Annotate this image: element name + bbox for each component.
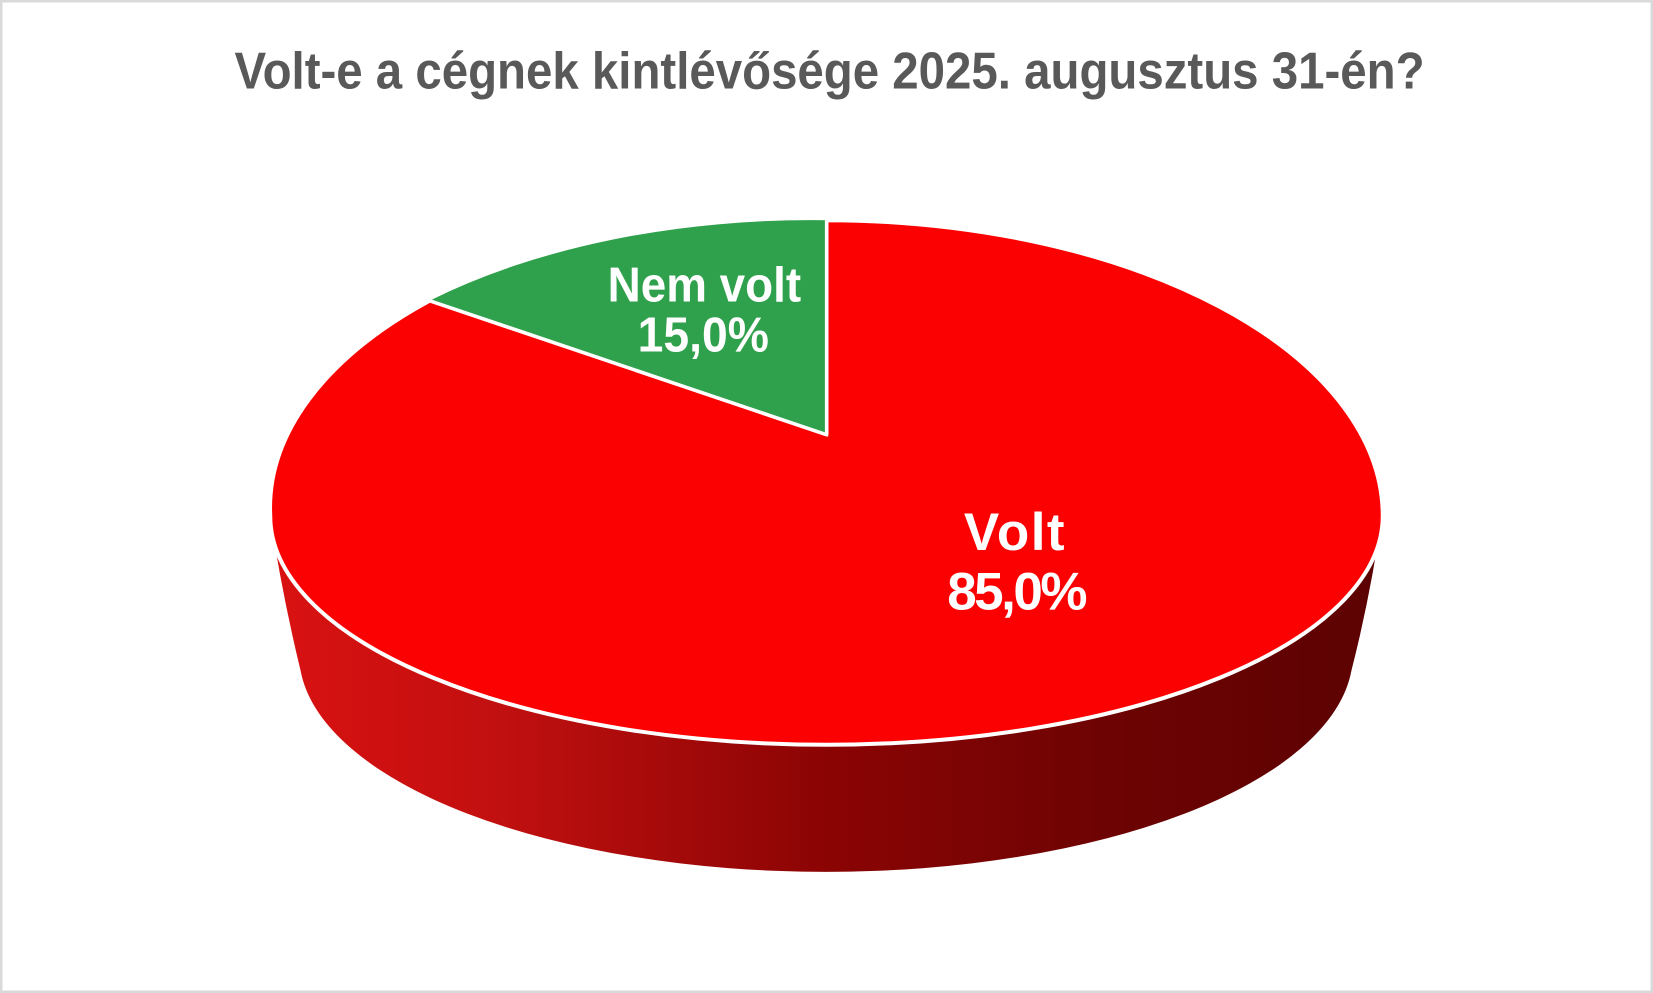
- svg-text:Volt-e a cégnek kintlévősége 2: Volt-e a cégnek kintlévősége 2025. augus…: [234, 41, 1424, 100]
- svg-text:85,0%: 85,0%: [947, 562, 1086, 621]
- svg-text:15,0%: 15,0%: [638, 308, 769, 362]
- svg-text:Nem volt: Nem volt: [608, 258, 802, 313]
- svg-text:Volt: Volt: [964, 503, 1066, 562]
